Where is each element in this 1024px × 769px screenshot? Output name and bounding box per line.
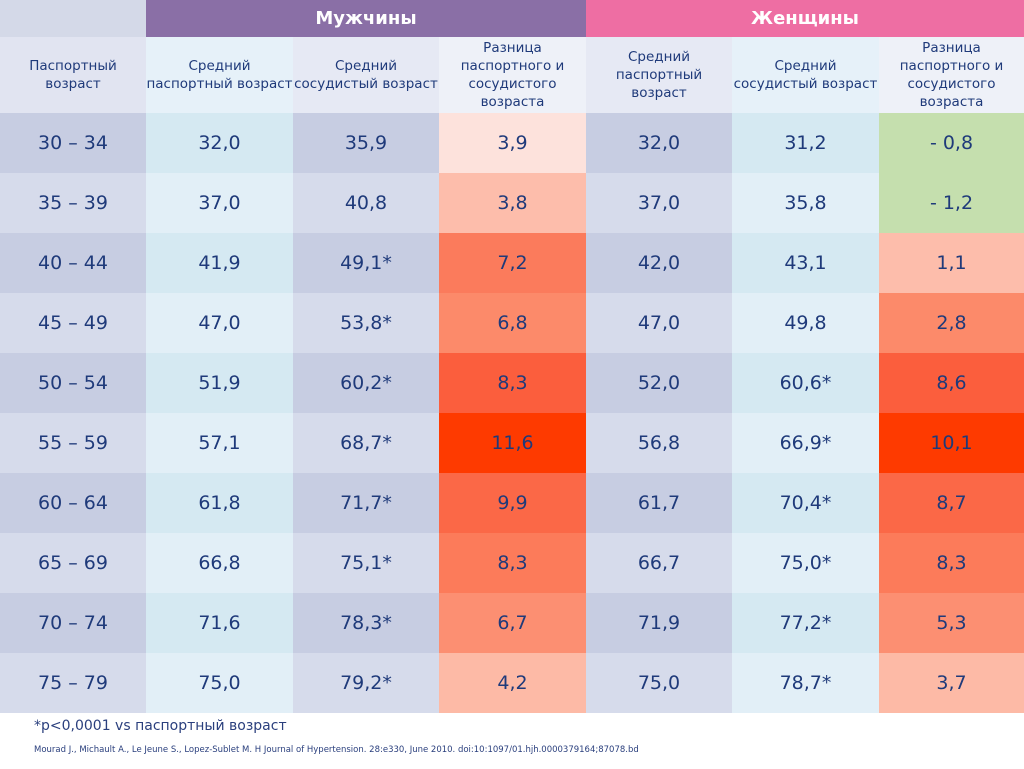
- cell-men-avg-vascular-age: 40,8: [293, 173, 439, 233]
- cell-women-avg-vascular-age: 60,6*: [732, 353, 879, 413]
- table-row: 35 – 39 37,0 40,8 3,8 37,0 35,8- 1,2: [0, 173, 1024, 233]
- cell-passport-age: 65 – 69: [0, 533, 146, 593]
- table-row: 30 – 34 32,0 35,9 3,9 32,0 31,2- 0,8: [0, 113, 1024, 173]
- cell-women-avg-passport-age: 61,7: [586, 473, 732, 533]
- cell-women-avg-vascular-age: 43,1: [732, 233, 879, 293]
- cell-men-difference: 7,2: [439, 233, 586, 293]
- table-row: 65 – 69 66,8 75,1* 8,3 66,7 75,0* 8,3: [0, 533, 1024, 593]
- cell-men-avg-vascular-age: 79,2*: [293, 653, 439, 713]
- header-men-difference: Разница паспортного и сосудистого возрас…: [439, 37, 586, 113]
- cell-passport-age: 30 – 34: [0, 113, 146, 173]
- cell-women-difference: 10,1: [879, 413, 1024, 473]
- cell-passport-age: 60 – 64: [0, 473, 146, 533]
- cell-women-difference: 3,7: [879, 653, 1024, 713]
- cell-women-avg-vascular-age: 75,0*: [732, 533, 879, 593]
- cell-men-avg-passport-age: 51,9: [146, 353, 293, 413]
- cell-passport-age: 75 – 79: [0, 653, 146, 713]
- cell-women-avg-passport-age: 75,0: [586, 653, 732, 713]
- corner-cell: [0, 0, 146, 37]
- table-row: 55 – 59 57,1 68,7* 11,6 56,8 66,9* 10,1: [0, 413, 1024, 473]
- cell-women-avg-passport-age: 37,0: [586, 173, 732, 233]
- cell-men-avg-vascular-age: 49,1*: [293, 233, 439, 293]
- cell-men-avg-passport-age: 61,8: [146, 473, 293, 533]
- cell-men-avg-passport-age: 75,0: [146, 653, 293, 713]
- cell-women-avg-passport-age: 47,0: [586, 293, 732, 353]
- cell-men-avg-vascular-age: 75,1*: [293, 533, 439, 593]
- men-group-header: Мужчины: [146, 0, 586, 37]
- cell-women-difference: 8,7: [879, 473, 1024, 533]
- cell-women-avg-passport-age: 56,8: [586, 413, 732, 473]
- cell-men-difference: 9,9: [439, 473, 586, 533]
- cell-women-avg-passport-age: 71,9: [586, 593, 732, 653]
- table-row: 70 – 74 71,6 78,3* 6,7 71,9 77,2* 5,3: [0, 593, 1024, 653]
- cell-women-avg-vascular-age: 35,8: [732, 173, 879, 233]
- header-women-avg-vascular-age: Средний сосудистый возраст: [732, 37, 879, 113]
- cell-women-difference: - 1,2: [879, 173, 1024, 233]
- table-row: 40 – 44 41,9 49,1* 7,2 42,0 43,1 1,1: [0, 233, 1024, 293]
- age-comparison-table: Мужчины Женщины Паспортный возраст Средн…: [0, 0, 1024, 713]
- table-row: 50 – 54 51,9 60,2* 8,3 52,0 60,6* 8,6: [0, 353, 1024, 413]
- cell-passport-age: 35 – 39: [0, 173, 146, 233]
- header-men-avg-vascular-age: Средний сосудистый возраст: [293, 37, 439, 113]
- cell-women-avg-vascular-age: 77,2*: [732, 593, 879, 653]
- cell-women-avg-vascular-age: 70,4*: [732, 473, 879, 533]
- cell-men-avg-passport-age: 37,0: [146, 173, 293, 233]
- cell-passport-age: 50 – 54: [0, 353, 146, 413]
- cell-women-avg-passport-age: 66,7: [586, 533, 732, 593]
- header-men-avg-passport-age: Средний паспортный возраст: [146, 37, 293, 113]
- cell-women-difference: 8,3: [879, 533, 1024, 593]
- header-passport-age: Паспортный возраст: [0, 37, 146, 113]
- cell-men-avg-vascular-age: 78,3*: [293, 593, 439, 653]
- cell-men-difference: 8,3: [439, 533, 586, 593]
- cell-women-difference: 8,6: [879, 353, 1024, 413]
- table-row: 60 – 64 61,8 71,7* 9,9 61,7 70,4* 8,7: [0, 473, 1024, 533]
- table-row: 75 – 79 75,0 79,2* 4,2 75,0 78,7* 3,7: [0, 653, 1024, 713]
- cell-men-avg-vascular-age: 60,2*: [293, 353, 439, 413]
- cell-women-avg-vascular-age: 66,9*: [732, 413, 879, 473]
- header-women-avg-passport-age: Средний паспортный возраст: [586, 37, 732, 113]
- footnote: *p<0,0001 vs паспортный возраст: [34, 718, 287, 734]
- cell-women-avg-passport-age: 42,0: [586, 233, 732, 293]
- cell-men-avg-passport-age: 41,9: [146, 233, 293, 293]
- cell-men-avg-vascular-age: 71,7*: [293, 473, 439, 533]
- cell-men-avg-vascular-age: 53,8*: [293, 293, 439, 353]
- cell-passport-age: 70 – 74: [0, 593, 146, 653]
- header-women-difference: Разница паспортного и сосудистого возрас…: [879, 37, 1024, 113]
- cell-passport-age: 40 – 44: [0, 233, 146, 293]
- cell-women-difference: 1,1: [879, 233, 1024, 293]
- cell-women-avg-passport-age: 32,0: [586, 113, 732, 173]
- cell-men-avg-passport-age: 32,0: [146, 113, 293, 173]
- cell-men-avg-passport-age: 66,8: [146, 533, 293, 593]
- cell-women-avg-vascular-age: 78,7*: [732, 653, 879, 713]
- table-row: 45 – 49 47,0 53,8* 6,8 47,0 49,8 2,8: [0, 293, 1024, 353]
- cell-men-difference: 6,8: [439, 293, 586, 353]
- cell-men-avg-passport-age: 71,6: [146, 593, 293, 653]
- cell-women-avg-vascular-age: 49,8: [732, 293, 879, 353]
- cell-women-avg-vascular-age: 31,2: [732, 113, 879, 173]
- cell-men-avg-vascular-age: 68,7*: [293, 413, 439, 473]
- source-citation: Mourad J., Michault A., Le Jeune S., Lop…: [34, 745, 639, 755]
- cell-men-avg-passport-age: 57,1: [146, 413, 293, 473]
- cell-men-difference: 4,2: [439, 653, 586, 713]
- cell-passport-age: 45 – 49: [0, 293, 146, 353]
- table-body: 30 – 34 32,0 35,9 3,9 32,0 31,2- 0,8 35 – 39 37…: [0, 113, 1024, 713]
- cell-women-difference: 2,8: [879, 293, 1024, 353]
- cell-women-difference: - 0,8: [879, 113, 1024, 173]
- cell-women-avg-passport-age: 52,0: [586, 353, 732, 413]
- cell-men-avg-vascular-age: 35,9: [293, 113, 439, 173]
- cell-men-difference: 11,6: [439, 413, 586, 473]
- cell-men-avg-passport-age: 47,0: [146, 293, 293, 353]
- cell-women-difference: 5,3: [879, 593, 1024, 653]
- cell-men-difference: 3,8: [439, 173, 586, 233]
- cell-men-difference: 8,3: [439, 353, 586, 413]
- cell-passport-age: 55 – 59: [0, 413, 146, 473]
- women-group-header: Женщины: [586, 0, 1024, 37]
- cell-men-difference: 3,9: [439, 113, 586, 173]
- cell-men-difference: 6,7: [439, 593, 586, 653]
